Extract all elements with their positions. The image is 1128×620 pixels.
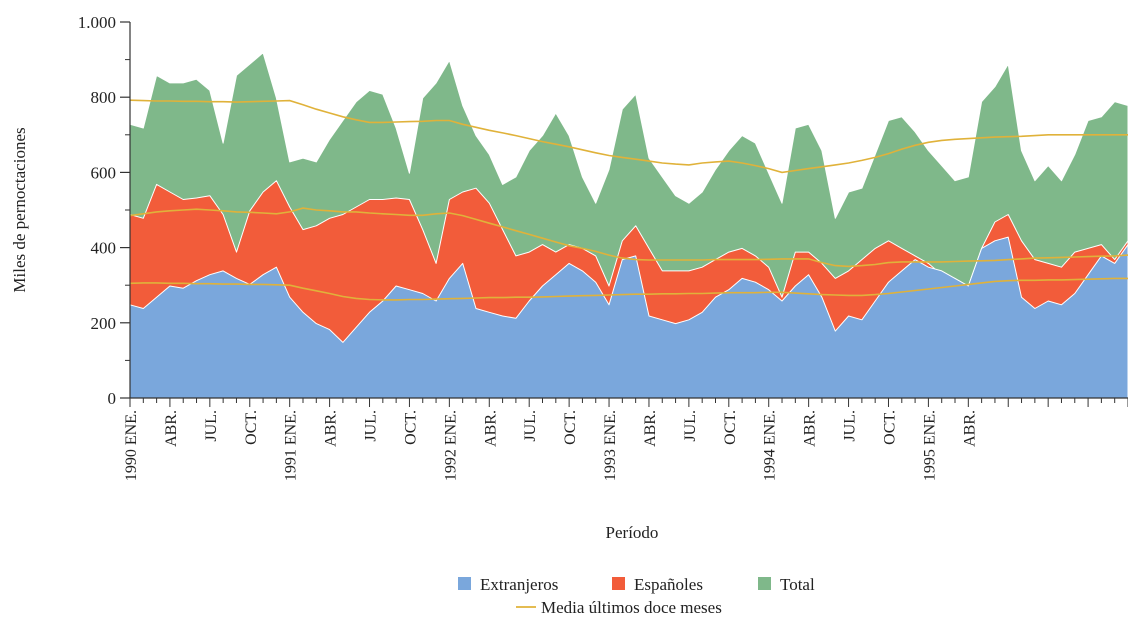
plot-areas [129,52,1128,399]
x-tick-label: 1993 ENE. [602,410,619,481]
x-axis-title: Período [606,523,659,542]
legend-swatch-extranjeros [458,577,471,590]
moving-average-line-1 [129,99,1128,174]
x-tick-label: ABR. [482,410,499,447]
legend-label-espanoles: Españoles [634,575,703,594]
moving-average-line-3 [129,277,1128,301]
x-tick-label: ABR. [323,410,340,447]
x-tick-label: OCT. [562,410,579,445]
area-extranjeros-series [129,236,1128,399]
x-tick-label: ABR. [163,410,180,447]
x-tick-label: OCT. [722,410,739,445]
x-tick-label: OCT. [402,410,419,445]
x-tick-label: 1991 ENE. [283,410,300,481]
y-tick-label: 0 [108,389,117,408]
y-tick-label: 800 [91,88,117,107]
x-tick-label: JUL. [682,410,699,442]
legend-label-total: Total [780,575,815,594]
legend: Extranjeros Españoles Total Media últimos d… [458,575,815,617]
moving-average-lines [129,99,1128,301]
y-tick-label: 400 [91,239,117,258]
y-axis-title: Miles de pernoctaciones [10,127,29,292]
axes: 0 200 400 600 800 1.000 1990 ENE. ABR. JUL. OCT. 1… [78,13,1128,481]
x-tick-label: JUL. [363,410,380,442]
x-tick-label: 1992 ENE. [442,410,459,481]
x-tick-label: 1994 ENE. [762,410,779,481]
legend-label-media: Media últimos doce meses [541,598,722,617]
legend-label-extranjeros: Extranjeros [480,575,558,594]
x-tick-label: ABR. [802,410,819,447]
x-tick-label: JUL. [842,410,859,442]
x-tick-label: 1990 ENE. [123,410,140,481]
y-tick-label: 200 [91,314,117,333]
x-tick-label: OCT. [882,410,899,445]
y-tick-label: 600 [91,163,117,182]
x-tick-label: JUL. [203,410,220,442]
legend-swatch-total [758,577,771,590]
x-tick-label: 1995 ENE. [921,410,938,481]
x-tick-label: OCT. [243,410,260,445]
y-tick-label: 1.000 [78,13,116,32]
legend-swatch-espanoles [612,577,625,590]
x-tick-label: ABR. [642,410,659,447]
moving-average-line-2 [129,207,1128,268]
x-tick-label: JUL. [522,410,539,442]
x-tick-label: ABR. [961,410,978,447]
